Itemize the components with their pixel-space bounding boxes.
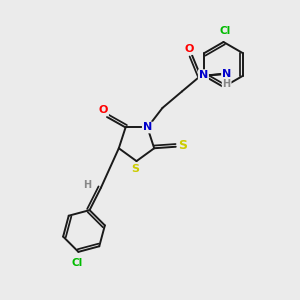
Text: N: N bbox=[143, 122, 152, 133]
Text: Cl: Cl bbox=[219, 26, 231, 37]
Text: O: O bbox=[184, 44, 194, 54]
Text: N: N bbox=[222, 69, 231, 79]
Text: S: S bbox=[178, 139, 187, 152]
Text: H: H bbox=[223, 79, 231, 89]
Text: H: H bbox=[83, 180, 92, 190]
Text: Cl: Cl bbox=[71, 258, 82, 268]
Text: N: N bbox=[199, 70, 208, 80]
Text: O: O bbox=[99, 105, 108, 116]
Text: S: S bbox=[131, 164, 139, 175]
